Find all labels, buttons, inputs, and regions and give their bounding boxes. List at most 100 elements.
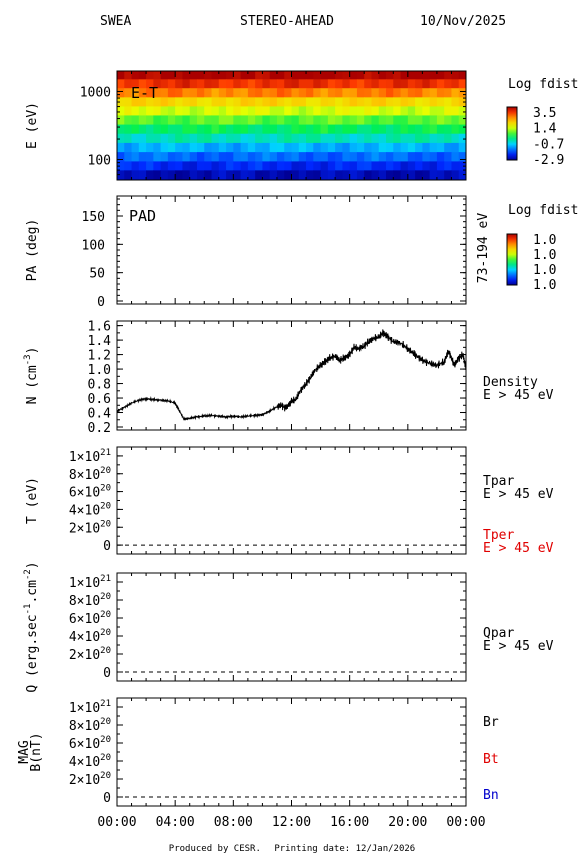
et-cell (356, 115, 365, 126)
et-cell (306, 124, 314, 135)
et-cell (196, 142, 205, 153)
et-cell (393, 106, 402, 116)
et-cell (175, 115, 183, 126)
et-cell (458, 133, 467, 144)
et-cell (349, 88, 358, 98)
et-cell (247, 71, 256, 80)
et-cell (138, 106, 147, 116)
et-cell (218, 170, 227, 181)
et-cell (436, 133, 445, 144)
et-cell (167, 161, 176, 171)
et-cell (291, 71, 300, 80)
et-cell (182, 79, 191, 89)
et-cell (306, 106, 314, 116)
et-cell (240, 124, 249, 135)
et-cell (407, 115, 416, 126)
et-cell (204, 161, 213, 171)
et-cell (291, 161, 300, 171)
et-cell (444, 152, 452, 162)
et-cell (211, 79, 220, 89)
et-cell (400, 133, 409, 144)
et-cell (138, 170, 147, 181)
et-cell (444, 133, 452, 144)
et-cell (218, 161, 227, 171)
et-cell (196, 106, 205, 116)
et-cell (364, 97, 372, 107)
et-cell (233, 142, 242, 153)
et-cell (342, 170, 351, 181)
pad-ytick-label: 50 (89, 267, 105, 282)
et-cell (196, 124, 205, 135)
et-cell (153, 170, 162, 181)
mag-ytick-label: 0 (103, 791, 111, 806)
et-cell (189, 124, 198, 135)
et-cell (407, 88, 416, 98)
et-cell (204, 79, 213, 89)
et-cell (284, 88, 292, 98)
et-cell (255, 106, 263, 116)
et-cell (226, 161, 234, 171)
et-cell (240, 133, 249, 144)
et-cell (335, 152, 343, 162)
pad-ylabel: PA (deg) (25, 219, 40, 282)
et-cell (429, 97, 438, 107)
et-cell (269, 161, 278, 171)
et-cell (291, 152, 300, 162)
et-cell (255, 115, 263, 126)
et-cell (196, 79, 205, 89)
et-cell (407, 124, 416, 135)
et-colorbar (506, 106, 518, 161)
et-cell (320, 142, 329, 153)
et-cell (400, 115, 409, 126)
et-cell (291, 133, 300, 144)
et-cell (211, 88, 220, 98)
et-cell (276, 97, 285, 107)
et-cell (262, 97, 271, 107)
et-cell (356, 170, 365, 181)
et-cell (444, 88, 452, 98)
et-cell (211, 97, 220, 107)
et-cell (138, 142, 147, 153)
et-cell (400, 88, 409, 98)
et-cell (204, 152, 213, 162)
pad-ytick-label: 100 (82, 238, 105, 253)
et-cell (378, 71, 387, 80)
et-colorbar-label: 3.5 (533, 106, 556, 121)
et-cell (306, 97, 314, 107)
et-cell (218, 97, 227, 107)
et-cell (400, 152, 409, 162)
et-cell (422, 124, 431, 135)
et-cell (153, 152, 162, 162)
et-cell (458, 161, 467, 171)
et-cell (320, 88, 329, 98)
et-cell (146, 88, 154, 98)
et-cell (146, 142, 154, 153)
et-cell (436, 79, 445, 89)
et-cell (313, 170, 322, 181)
et-cell (393, 115, 402, 126)
density-frame (116, 320, 467, 431)
et-cell (429, 152, 438, 162)
temperature-frame (116, 446, 467, 555)
et-cell (313, 133, 322, 144)
et-cell (320, 133, 329, 144)
et-cell (131, 97, 140, 107)
et-cell (262, 142, 271, 153)
instrument-title: SWEA (100, 14, 132, 29)
et-cell (182, 152, 191, 162)
et-cell (436, 161, 445, 171)
et-cell (153, 106, 162, 116)
et-cell (269, 124, 278, 135)
et-cell (167, 170, 176, 181)
et-cell (269, 115, 278, 126)
et-cell (335, 97, 343, 107)
et-cell (196, 115, 205, 126)
et-cell (269, 106, 278, 116)
et-cell (393, 170, 402, 181)
et-cell (138, 71, 147, 80)
et-cell (342, 124, 351, 135)
et-cell (298, 115, 307, 126)
tpar-legend-name: Tpar (483, 474, 514, 489)
bt-legend-name: Bt (483, 752, 499, 767)
et-cell (189, 142, 198, 153)
